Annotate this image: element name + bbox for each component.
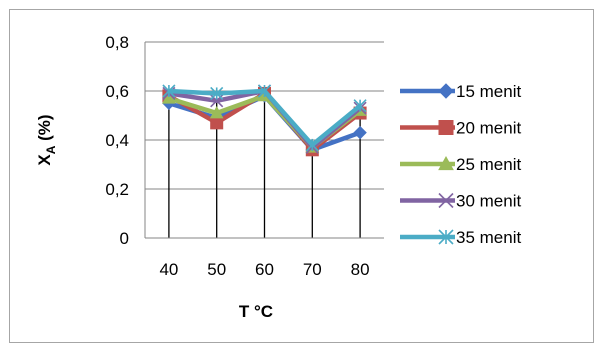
data-point (209, 106, 224, 119)
legend-marker (438, 83, 454, 99)
data-point (210, 116, 224, 130)
x-tick-label: 80 (351, 260, 370, 279)
legend-label: 35 menit (456, 228, 521, 247)
legend-label: 30 menit (456, 192, 521, 211)
legend: 15 menit 20 menit 25 menit 30 menit 35 menit (400, 82, 521, 247)
y-tick-label: 0,2 (105, 180, 129, 199)
data-point (162, 84, 176, 98)
x-tick-label: 60 (255, 260, 274, 279)
legend-item: 35 menit (400, 228, 521, 247)
axes: 0 0,2 0,4 0,6 0,8 40 50 60 70 80 (105, 33, 384, 279)
data-point (257, 84, 272, 98)
legend-item: 15 menit (400, 82, 521, 101)
legend-label: 20 menit (456, 119, 521, 138)
legend-marker (438, 155, 454, 171)
legend-marker (438, 192, 454, 209)
x-tick-label: 40 (159, 260, 178, 279)
legend-item: 20 menit (400, 119, 521, 138)
legend-marker (438, 120, 454, 135)
y-axis-title-rest: (%) (35, 114, 54, 145)
y-axis-title: XA (%) (35, 114, 58, 165)
data-point (353, 99, 367, 113)
chart-border (9, 9, 594, 343)
series-group (162, 84, 367, 157)
legend-item: 25 menit (400, 155, 521, 174)
legend-item: 30 menit (400, 192, 521, 211)
y-tick-label: 0,4 (105, 131, 129, 150)
data-point (353, 125, 367, 140)
x-tick-label: 70 (303, 260, 322, 279)
x-axis-title: T °C (239, 302, 273, 321)
y-axis-title-main: X (35, 154, 54, 166)
legend-marker (438, 229, 454, 245)
series-5 (162, 84, 367, 152)
data-point (162, 91, 176, 104)
legend-label: 25 menit (456, 155, 521, 174)
y-tick-label: 0,8 (105, 33, 129, 52)
data-point (210, 86, 224, 101)
y-tick-label: 0,6 (105, 82, 129, 101)
y-tick-label: 0 (120, 229, 129, 248)
y-axis-title-subscript: A (44, 145, 58, 154)
data-point (305, 138, 319, 152)
x-tick-label: 50 (207, 260, 226, 279)
legend-label: 15 menit (456, 82, 521, 101)
